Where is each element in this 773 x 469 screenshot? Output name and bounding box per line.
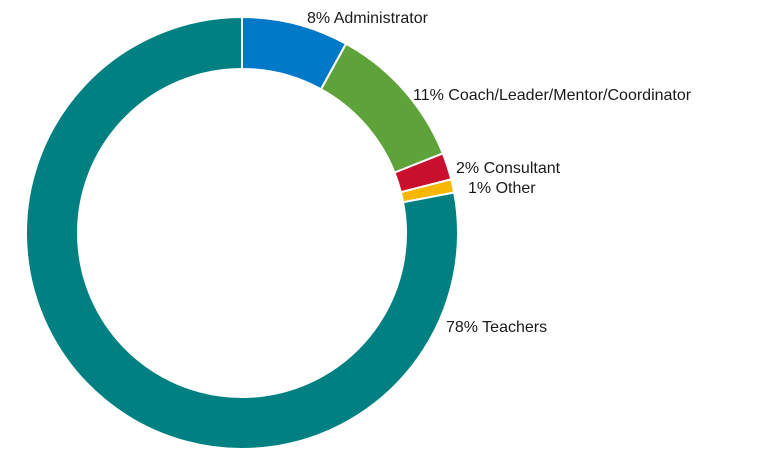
label-coach-leader-mentor-coordinator: 11% Coach/Leader/Mentor/Coordinator xyxy=(413,87,692,104)
slices-group xyxy=(25,15,459,450)
slice-teachers xyxy=(25,15,459,450)
label-other: 1% Other xyxy=(468,180,536,197)
labels-group: 8% Administrator 11% Coach/Leader/Mentor… xyxy=(307,10,692,336)
label-consultant: 2% Consultant xyxy=(456,160,561,177)
label-teachers: 78% Teachers xyxy=(446,319,547,336)
slice-coach-leader-mentor-coordinator xyxy=(319,42,445,174)
label-administrator: 8% Administrator xyxy=(307,10,429,27)
